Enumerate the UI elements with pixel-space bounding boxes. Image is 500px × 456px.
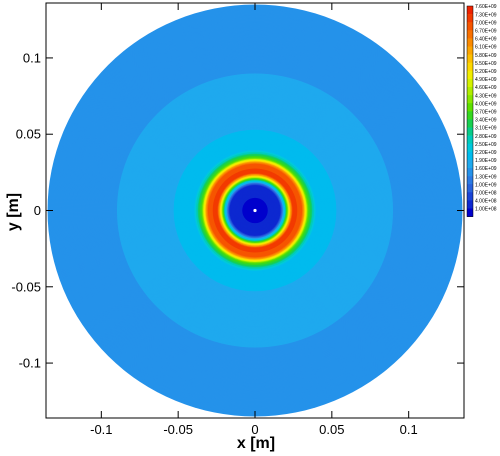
x-tick-label: -0.05: [163, 422, 193, 437]
colorbar-swatch: [467, 30, 473, 39]
colorbar-label: 6.40E+09: [475, 37, 497, 43]
x-tick-label: 0: [251, 422, 258, 437]
colorbar-frame: [466, 5, 474, 217]
colorbar-label: 1.60E+09: [475, 166, 497, 172]
colorbar-label: 4.30E+09: [475, 93, 497, 99]
colorbar-swatch: [467, 111, 473, 120]
colorbar: 7.60E+09 7.30E+09 7.00E+09 6.70E+09 6.40E+09…: [466, 4, 497, 217]
colorbar-label: 4.00E+09: [475, 101, 497, 107]
x-tick-label: 0.1: [400, 422, 418, 437]
colorbar-label: 6.70E+09: [475, 29, 497, 35]
colorbar-swatch: [467, 6, 473, 15]
colorbar-label: 5.50E+09: [475, 61, 497, 67]
colorbar-swatch: [467, 14, 473, 23]
center-point: [253, 208, 257, 213]
colorbar-label: 5.80E+09: [475, 53, 497, 59]
colorbar-label: 2.80E+09: [475, 134, 497, 140]
colorbar-swatch: [467, 22, 473, 31]
y-tick-label: 0: [34, 203, 41, 218]
colorbar-swatch: [467, 62, 473, 72]
colorbar-label: 7.30E+09: [475, 12, 497, 18]
colorbar-label: 5.20E+09: [475, 69, 497, 75]
colorbar-label: 4.90E+09: [475, 77, 497, 83]
colorbar-swatch: [467, 159, 473, 169]
colorbar-swatch: [467, 176, 473, 185]
colorbar-label: 1.00E+09: [475, 182, 497, 188]
y-tick-label: -0.05: [11, 279, 41, 294]
colorbar-swatch: [467, 192, 473, 201]
colorbar-swatch: [467, 54, 473, 63]
colorbar-swatch: [467, 78, 473, 88]
y-tick-label: 0.05: [16, 127, 41, 142]
colorbar-label: 7.60E+09: [475, 4, 497, 10]
colorbar-swatch: [467, 87, 473, 96]
y-tick-label: 0.1: [23, 50, 41, 65]
x-axis-title: x [m]: [237, 435, 275, 452]
colorbar-label: 2.20E+09: [475, 150, 497, 156]
colorbar-swatch: [467, 127, 473, 136]
colorbar-label: 4.60E+09: [475, 85, 497, 91]
colorbar-label: 3.40E+09: [475, 118, 497, 124]
colorbar-swatch: [467, 70, 473, 80]
x-axis: -0.1 -0.05 0 0.05 0.1: [90, 3, 418, 437]
colorbar-swatch: [467, 200, 473, 209]
colorbar-swatch: [467, 103, 473, 112]
colorbar-swatch: [467, 151, 473, 161]
colorbar-swatch: [467, 184, 473, 193]
colorbar-label: 7.00E+08: [475, 191, 497, 197]
colorbar-swatch: [467, 168, 473, 177]
colorbar-label: 3.10E+09: [475, 126, 497, 132]
colorbar-label: 6.10E+09: [475, 45, 497, 51]
colorbar-swatch: [467, 38, 473, 47]
colorbar-swatch: [467, 143, 473, 153]
contour-field: [47, 4, 463, 417]
colorbar-swatch: [467, 46, 473, 55]
colorbar-label: 2.50E+09: [475, 142, 497, 148]
colorbar-label: 4.00E+08: [475, 199, 497, 205]
colorbar-label: 1.90E+09: [475, 158, 497, 164]
colorbar-swatch: [467, 135, 473, 144]
x-tick-label: -0.1: [90, 422, 112, 437]
colorbar-swatch: [467, 208, 473, 217]
colorbar-label: 1.00E+08: [475, 207, 497, 213]
colorbar-swatch: [467, 119, 473, 128]
colorbar-label: 3.70E+09: [475, 110, 497, 116]
x-tick-label: 0.05: [319, 422, 344, 437]
y-axis-title: y [m]: [5, 193, 22, 231]
y-tick-label: -0.1: [19, 356, 41, 371]
colorbar-label: 1.30E+09: [475, 174, 497, 180]
y-axis: 0.1 0.05 0 -0.05 -0.1: [11, 50, 464, 371]
colorbar-swatch: [467, 95, 473, 104]
colorbar-label: 7.00E+09: [475, 20, 497, 26]
